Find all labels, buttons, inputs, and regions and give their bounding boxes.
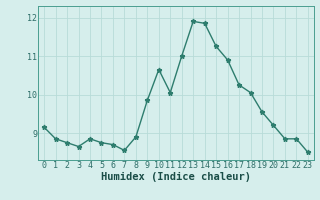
X-axis label: Humidex (Indice chaleur): Humidex (Indice chaleur) [101, 172, 251, 182]
